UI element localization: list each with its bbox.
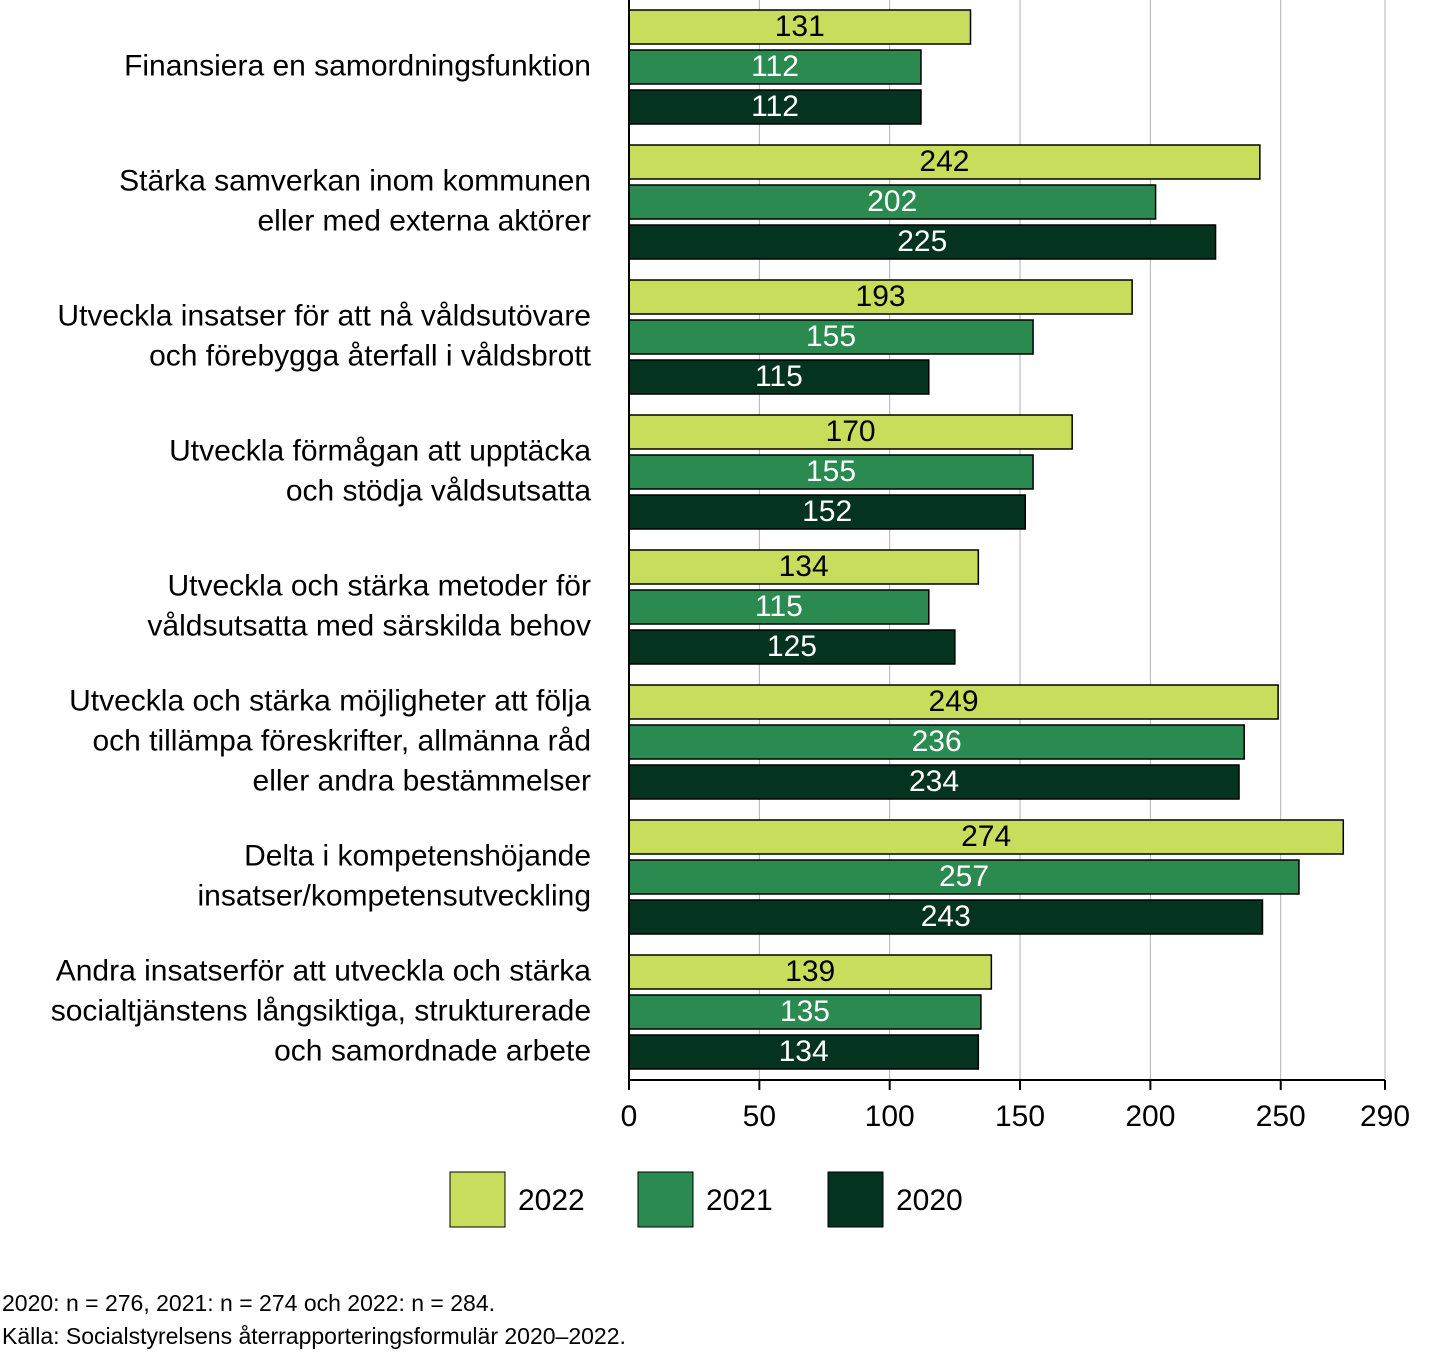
value-label: 139 xyxy=(785,955,835,988)
category-label: eller andra bestämmelser xyxy=(253,764,591,797)
bar xyxy=(628,494,1026,530)
legend-swatch xyxy=(827,1171,884,1228)
legend-label: 2020 xyxy=(896,1184,963,1217)
value-label: 236 xyxy=(912,725,962,758)
value-label: 152 xyxy=(802,495,852,528)
category-label: socialtjänstens långsiktiga, strukturera… xyxy=(51,994,591,1027)
legend-label: 2022 xyxy=(518,1184,585,1217)
bar xyxy=(628,49,922,85)
value-label: 274 xyxy=(961,820,1011,853)
bar xyxy=(628,859,1300,895)
legend-swatch xyxy=(449,1171,506,1228)
bar xyxy=(628,414,1073,450)
bar xyxy=(628,454,1034,490)
category-label: och samordnade arbete xyxy=(274,1034,591,1067)
value-label: 193 xyxy=(856,280,906,313)
value-label: 225 xyxy=(897,225,947,258)
category-label: Andra insatserför att utveckla och stärk… xyxy=(56,954,592,987)
value-label: 242 xyxy=(919,145,969,178)
category-label: Utveckla förmågan att upptäcka xyxy=(169,434,591,467)
category-label: Utveckla insatser för att nå våldsutövar… xyxy=(57,299,591,332)
value-label: 257 xyxy=(939,860,989,893)
x-tick-label: 290 xyxy=(1360,1100,1410,1133)
bar xyxy=(628,319,1034,355)
bar xyxy=(628,144,1261,180)
value-label: 249 xyxy=(929,685,979,718)
category-label: Delta i kompetenshöjande xyxy=(244,839,591,872)
legend-swatch xyxy=(637,1171,694,1228)
category-label: Finansiera en samordningsfunktion xyxy=(124,49,591,82)
x-tick-label: 0 xyxy=(621,1100,638,1133)
bar xyxy=(628,279,1133,315)
x-tick-label: 50 xyxy=(743,1100,776,1133)
value-label: 234 xyxy=(909,765,959,798)
bar xyxy=(628,954,993,990)
bar xyxy=(628,724,1245,760)
category-label: våldsutsatta med särskilda behov xyxy=(147,609,591,642)
x-tick-label: 200 xyxy=(1125,1100,1175,1133)
bar xyxy=(628,994,982,1030)
category-label: och tillämpa föreskrifter, allmänna råd xyxy=(92,724,591,757)
category-label: och stödja våldsutsatta xyxy=(286,474,592,507)
category-label: Utveckla och stärka metoder för xyxy=(167,569,591,602)
bar xyxy=(628,764,1240,800)
category-label: insatser/kompetensutveckling xyxy=(197,879,591,912)
value-label: 112 xyxy=(751,90,799,123)
value-label: 135 xyxy=(780,995,830,1028)
value-label: 112 xyxy=(751,50,799,83)
category-label: Utveckla och stärka möjligheter att följ… xyxy=(69,684,591,717)
bar xyxy=(628,359,930,395)
bar xyxy=(628,819,1345,855)
bar xyxy=(628,9,972,45)
note: Källa: Socialstyrelsens återrapportering… xyxy=(2,1323,626,1349)
x-tick-label: 100 xyxy=(865,1100,915,1133)
legend-label: 2021 xyxy=(706,1184,773,1217)
note: 2020: n = 276, 2021: n = 274 och 2022: n… xyxy=(2,1290,495,1316)
value-label: 170 xyxy=(826,415,876,448)
value-label: 243 xyxy=(921,900,971,933)
x-tick-label: 150 xyxy=(995,1100,1045,1133)
value-label: 115 xyxy=(755,590,803,623)
value-label: 202 xyxy=(867,185,917,218)
bar xyxy=(628,684,1279,720)
value-label: 115 xyxy=(755,360,803,393)
x-tick-label: 250 xyxy=(1256,1100,1306,1133)
value-label: 134 xyxy=(779,550,829,583)
category-label: eller med externa aktörer xyxy=(258,204,592,237)
category-label: och förebygga återfall i våldsbrott xyxy=(149,339,592,372)
value-label: 155 xyxy=(806,320,856,353)
category-label: Stärka samverkan inom kommunen xyxy=(119,164,591,197)
value-label: 131 xyxy=(775,10,825,43)
value-label: 125 xyxy=(767,630,817,663)
value-label: 134 xyxy=(779,1035,829,1068)
value-label: 155 xyxy=(806,455,856,488)
